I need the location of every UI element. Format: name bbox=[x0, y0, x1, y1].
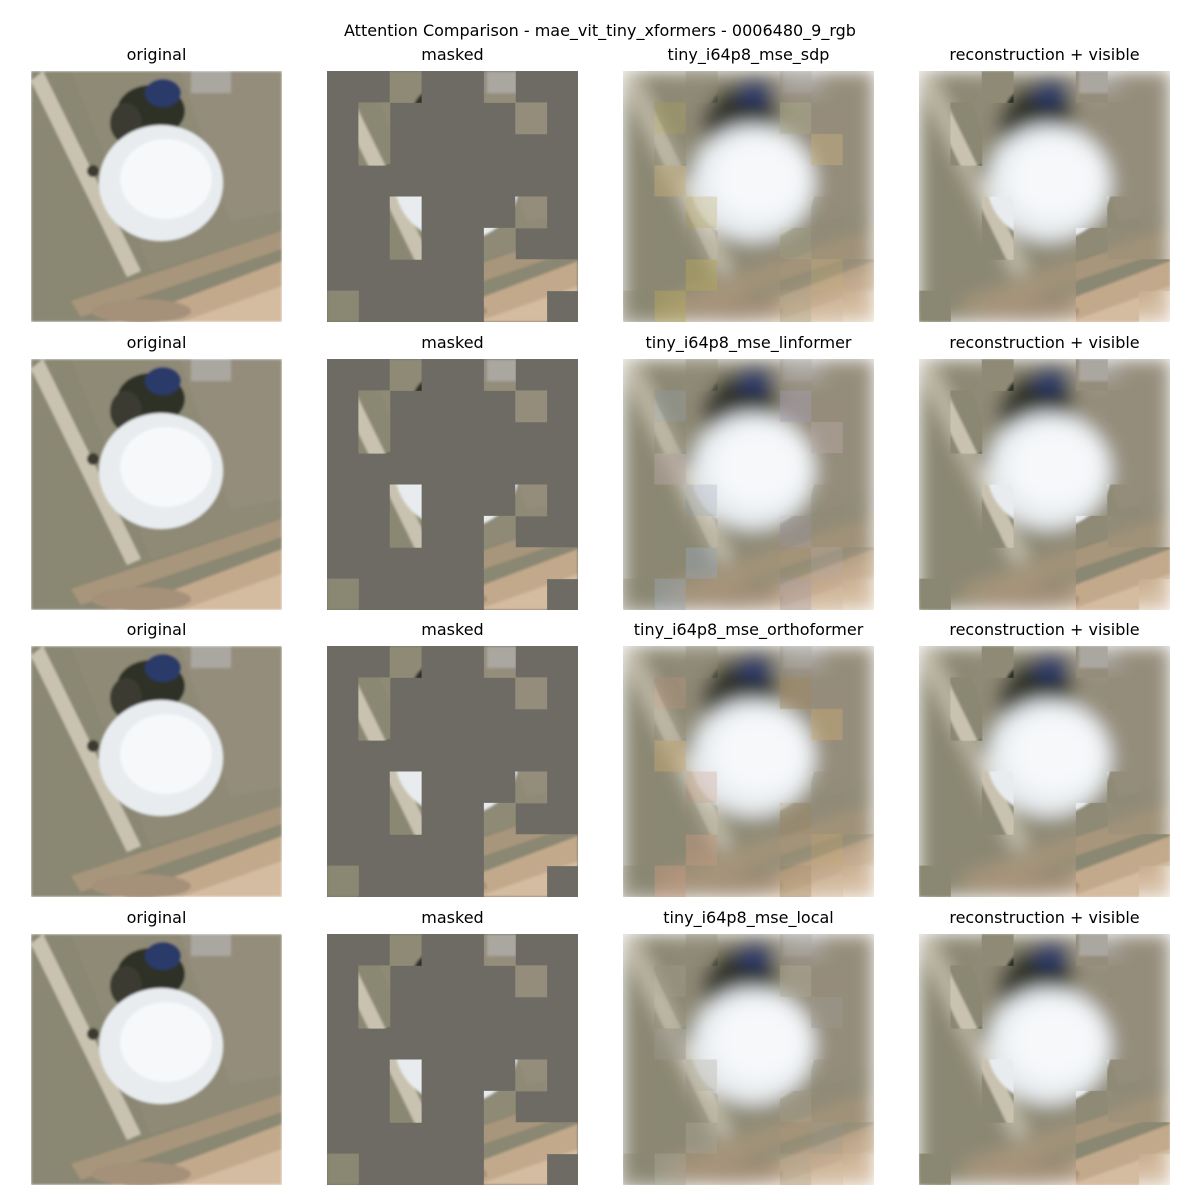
subplot-title: original bbox=[126, 620, 187, 639]
subplot-title: reconstruction + visible bbox=[949, 908, 1140, 927]
reconstruction-visible-image bbox=[919, 646, 1170, 897]
subplot-title: tiny_i64p8_mse_sdp bbox=[667, 45, 830, 64]
subplot-title: masked bbox=[421, 908, 484, 927]
figure-title: Attention Comparison - mae_vit_tiny_xfor… bbox=[344, 21, 856, 40]
reconstruction-image bbox=[623, 359, 874, 610]
subplot-title: masked bbox=[421, 620, 484, 639]
subplot-title: tiny_i64p8_mse_local bbox=[663, 908, 834, 927]
original-image bbox=[31, 71, 282, 322]
subplot-title: reconstruction + visible bbox=[949, 45, 1140, 64]
original-image bbox=[31, 646, 282, 897]
original-image bbox=[31, 934, 282, 1185]
subplot-title: original bbox=[126, 908, 187, 927]
original-image bbox=[31, 359, 282, 610]
subplot-title: masked bbox=[421, 333, 484, 352]
subplot-title: original bbox=[126, 333, 187, 352]
subplot-title: original bbox=[126, 45, 187, 64]
subplot-title: reconstruction + visible bbox=[949, 333, 1140, 352]
masked-image bbox=[327, 359, 578, 610]
reconstruction-image bbox=[623, 934, 874, 1185]
reconstruction-visible-image bbox=[919, 934, 1170, 1185]
reconstruction-image bbox=[623, 71, 874, 322]
masked-image bbox=[327, 934, 578, 1185]
subplot-title: reconstruction + visible bbox=[949, 620, 1140, 639]
reconstruction-visible-image bbox=[919, 71, 1170, 322]
subplot-title: tiny_i64p8_mse_linformer bbox=[645, 333, 852, 352]
subplot-title: tiny_i64p8_mse_orthoformer bbox=[633, 620, 864, 639]
reconstruction-visible-image bbox=[919, 359, 1170, 610]
masked-image bbox=[327, 646, 578, 897]
reconstruction-image bbox=[623, 646, 874, 897]
subplot-title: masked bbox=[421, 45, 484, 64]
masked-image bbox=[327, 71, 578, 322]
